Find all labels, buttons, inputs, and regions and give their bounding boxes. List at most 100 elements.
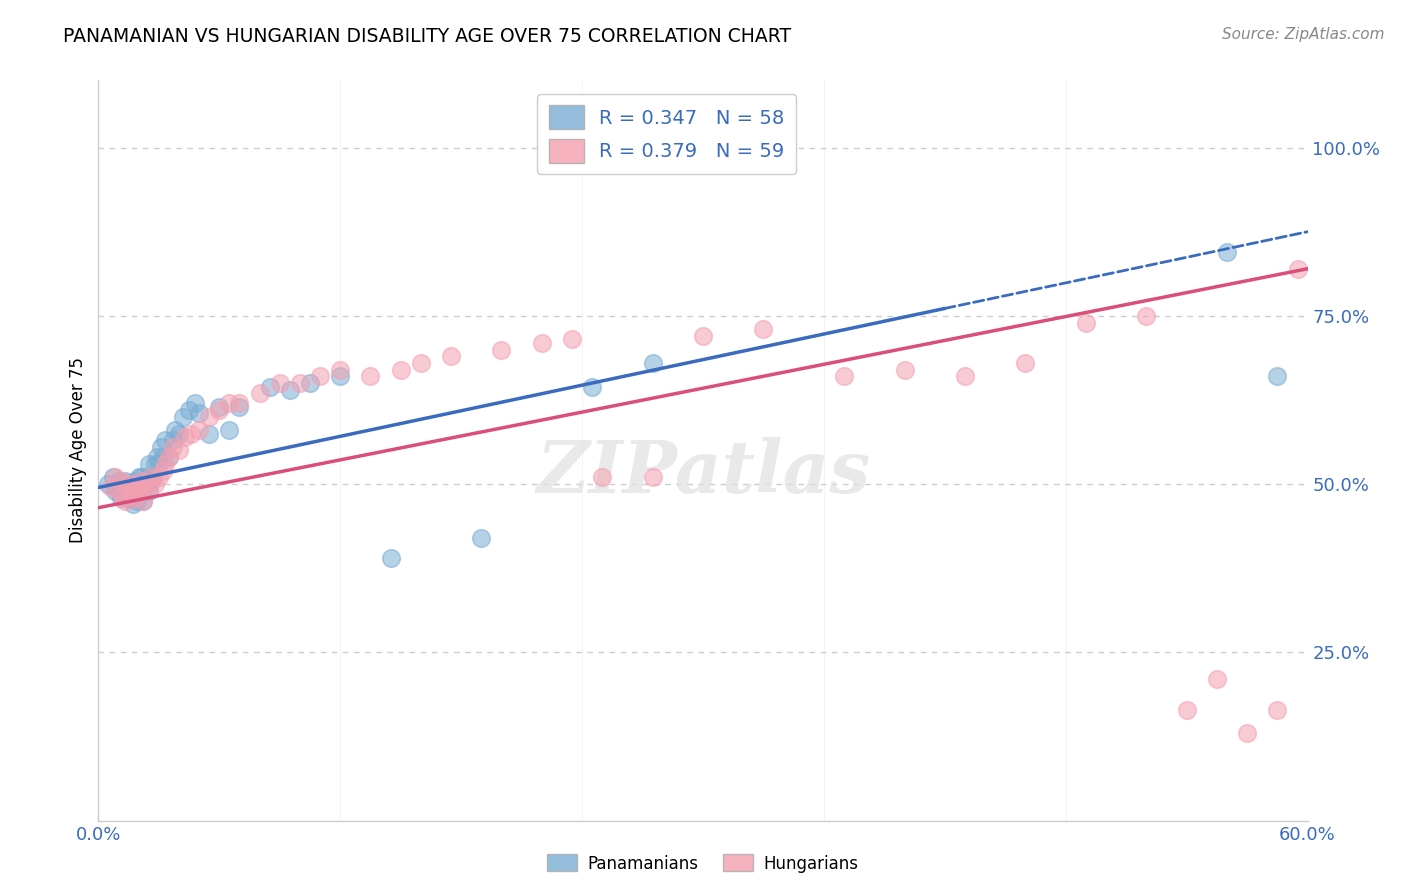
Point: [249, 386, 271, 401]
Point: [389, 362, 412, 376]
Point: [893, 362, 915, 376]
Point: [134, 483, 156, 498]
Point: [128, 470, 150, 484]
Point: [180, 426, 202, 441]
Point: [148, 457, 170, 471]
Point: [139, 470, 162, 484]
Point: [167, 443, 190, 458]
Point: [138, 457, 160, 471]
Point: [228, 396, 250, 410]
Point: [1286, 261, 1309, 276]
Point: [148, 470, 170, 484]
Point: [288, 376, 311, 391]
Point: [1267, 703, 1289, 717]
Point: [138, 483, 160, 498]
Point: [101, 470, 124, 484]
Point: [100, 481, 122, 495]
Point: [198, 409, 221, 424]
Point: [125, 481, 148, 495]
Point: [153, 457, 176, 471]
Point: [440, 349, 463, 363]
Point: [143, 477, 166, 491]
Point: [832, 369, 855, 384]
Point: [1014, 356, 1036, 370]
Point: [149, 440, 172, 454]
Point: [163, 423, 186, 437]
Point: [121, 497, 143, 511]
Point: [124, 491, 146, 505]
Point: [581, 379, 603, 393]
Legend: R = 0.347   N = 58, R = 0.379   N = 59: R = 0.347 N = 58, R = 0.379 N = 59: [537, 94, 796, 174]
Point: [309, 369, 332, 384]
Point: [1337, 288, 1360, 302]
Point: [1074, 316, 1097, 330]
Point: [107, 474, 129, 488]
Point: [107, 483, 129, 498]
Point: [97, 477, 120, 491]
Point: [179, 403, 201, 417]
Point: [139, 474, 162, 488]
Point: [167, 426, 190, 441]
Point: [692, 329, 714, 343]
Point: [641, 470, 664, 484]
Text: ZIPatlas: ZIPatlas: [536, 437, 870, 508]
Point: [530, 335, 553, 350]
Point: [103, 470, 125, 484]
Point: [143, 457, 166, 471]
Point: [218, 396, 240, 410]
Point: [1267, 369, 1289, 384]
Point: [162, 440, 184, 454]
Point: [491, 343, 513, 357]
Point: [752, 322, 775, 336]
Point: [110, 474, 132, 488]
Point: [114, 483, 136, 498]
Point: [118, 477, 141, 491]
Point: [129, 477, 152, 491]
Point: [114, 494, 136, 508]
Point: [1175, 703, 1198, 717]
Point: [278, 383, 301, 397]
Point: [134, 477, 156, 491]
Text: Source: ZipAtlas.com: Source: ZipAtlas.com: [1222, 27, 1385, 42]
Point: [111, 491, 134, 505]
Point: [561, 333, 583, 347]
Point: [188, 407, 211, 421]
Point: [128, 481, 150, 495]
Point: [641, 356, 664, 370]
Point: [132, 494, 155, 508]
Point: [380, 551, 402, 566]
Point: [329, 369, 352, 384]
Point: [142, 470, 165, 484]
Point: [360, 369, 382, 384]
Point: [1206, 673, 1229, 687]
Point: [103, 483, 125, 498]
Point: [1316, 235, 1339, 249]
Point: [1216, 244, 1239, 259]
Point: [115, 477, 138, 491]
Point: [208, 400, 231, 414]
Point: [1236, 726, 1258, 740]
Point: [107, 483, 129, 498]
Point: [138, 477, 160, 491]
Point: [129, 474, 152, 488]
Point: [111, 481, 134, 495]
Point: [184, 396, 207, 410]
Point: [124, 474, 146, 488]
Point: [470, 531, 492, 545]
Point: [188, 423, 211, 437]
Point: [228, 400, 250, 414]
Point: [172, 409, 194, 424]
Point: [118, 491, 141, 505]
Point: [409, 356, 432, 370]
Point: [132, 494, 155, 508]
Point: [120, 491, 142, 505]
Point: [157, 450, 180, 465]
Point: [329, 362, 352, 376]
Point: [269, 376, 291, 391]
Point: [128, 483, 150, 498]
Point: [128, 483, 150, 498]
Point: [152, 450, 174, 465]
Text: PANAMANIAN VS HUNGARIAN DISABILITY AGE OVER 75 CORRELATION CHART: PANAMANIAN VS HUNGARIAN DISABILITY AGE O…: [63, 27, 792, 45]
Point: [208, 403, 231, 417]
Point: [124, 483, 146, 498]
